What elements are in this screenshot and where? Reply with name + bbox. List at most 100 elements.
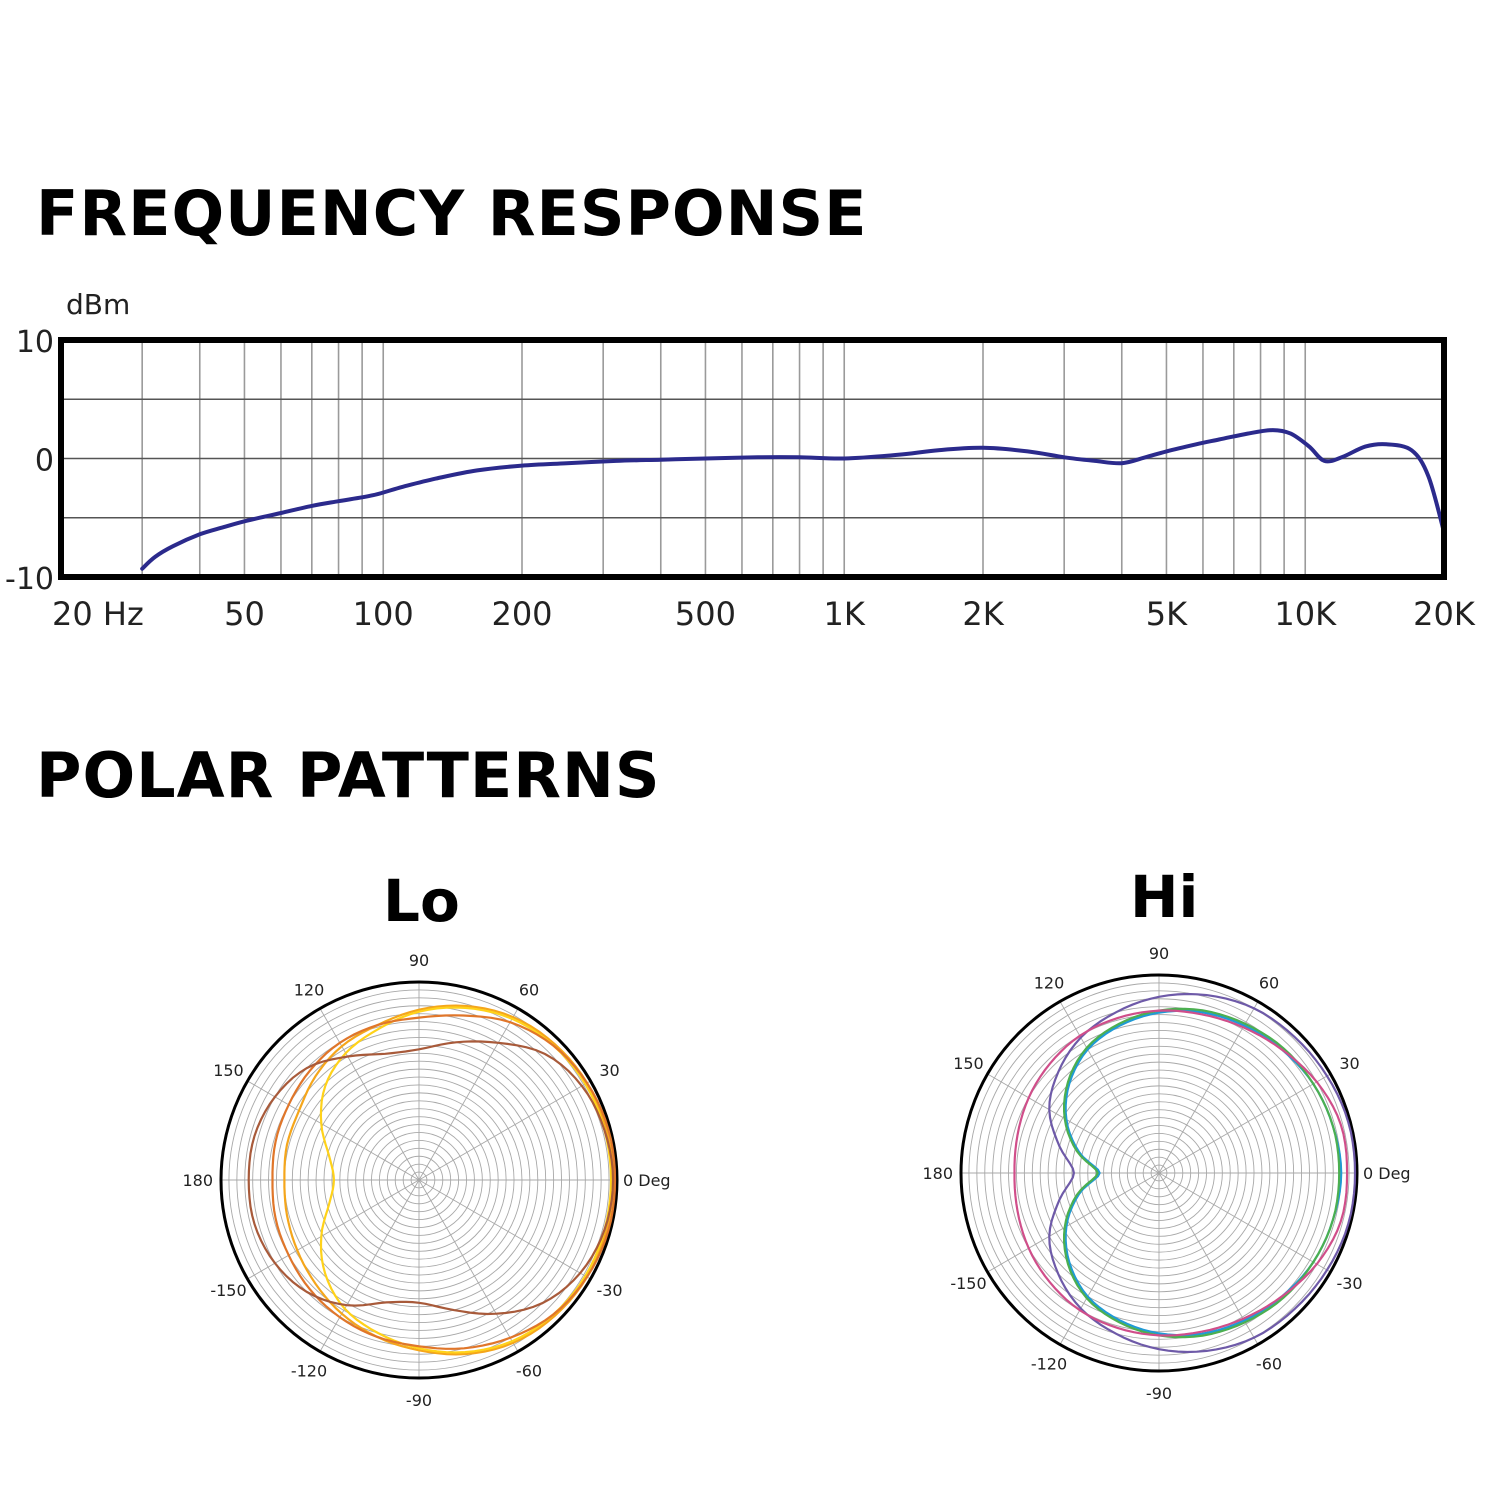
hi-polar-ring	[1142, 1156, 1176, 1190]
hi-polar-spoke	[987, 1172, 1160, 1273]
hi-polar-angle-label: -60	[1256, 1355, 1282, 1374]
lo-polar-ring	[386, 1147, 452, 1213]
hi-polar-ring	[1055, 1069, 1263, 1277]
frequency-response-line	[140, 428, 1446, 571]
lo-polar-ring	[252, 1013, 586, 1347]
hi-polar-angle-label: -150	[950, 1274, 986, 1293]
lo-polar-ring	[339, 1100, 499, 1260]
frequency-x-tick-label: 100	[353, 595, 414, 633]
lo-polar-pattern-line	[247, 1040, 615, 1316]
lo-polar-pattern-line	[319, 1006, 613, 1354]
hi-polar-spoke	[1158, 1172, 1331, 1273]
hi-polar-ring	[1118, 1132, 1200, 1214]
hi-polar-angle-label: 180	[922, 1164, 953, 1183]
lo-polar-outer-ring	[219, 980, 619, 1380]
lo-polar-ring	[402, 1163, 436, 1197]
hi-polar-ring	[1103, 1117, 1215, 1229]
lo-polar-title: Lo	[383, 867, 460, 935]
frequency-x-tick-label: 20 Hz	[52, 595, 144, 633]
lo-polar-angle-label: 0 Deg	[623, 1171, 671, 1190]
lo-polar-angle-label: 90	[409, 951, 429, 970]
lo-polar-ring	[291, 1052, 547, 1308]
lo-polar-angle-label: -60	[516, 1362, 542, 1381]
hi-polar-spoke	[1158, 1172, 1259, 1345]
hi-polar-ring	[1023, 1037, 1295, 1309]
hi-polar-spoke	[1059, 1172, 1160, 1345]
lo-polar-ring	[410, 1171, 428, 1189]
hi-polar-spoke	[987, 1073, 1160, 1174]
hi-polar-angle-label: -120	[1031, 1355, 1067, 1374]
hi-polar-ring	[992, 1006, 1326, 1340]
frequency-y-tick-label: -10	[5, 562, 54, 597]
hi-polar-spoke	[1158, 1001, 1259, 1174]
lo-polar-ring	[275, 1036, 563, 1324]
lo-polar-angle-label: -90	[406, 1391, 432, 1410]
lo-polar-ring	[363, 1124, 475, 1236]
lo-polar-ring	[283, 1044, 555, 1316]
lo-polar-spoke	[247, 1080, 420, 1181]
hi-polar-ring	[1126, 1140, 1192, 1206]
hi-polar-angle-label: 60	[1259, 973, 1279, 992]
hi-polar-title: Hi	[1130, 863, 1199, 931]
lo-polar-spoke	[319, 1008, 420, 1181]
hi-polar-angle-label: -90	[1146, 1384, 1172, 1403]
hi-polar-angle-label: 0 Deg	[1363, 1164, 1411, 1183]
lo-polar-ring	[347, 1108, 491, 1252]
hi-polar-ring	[1111, 1125, 1207, 1221]
hi-polar-ring	[984, 998, 1334, 1348]
hi-polar-angle-label: 120	[1034, 973, 1065, 992]
lo-polar-spoke	[418, 1179, 591, 1280]
lo-polar-ring	[228, 989, 610, 1371]
hi-polar-ring	[1079, 1093, 1239, 1253]
hi-polar-pattern-line	[1063, 1007, 1341, 1339]
hi-polar-pattern-line	[1048, 992, 1357, 1354]
lo-polar-ring	[244, 1005, 594, 1355]
lo-polar-ring	[260, 1021, 578, 1339]
hi-polar-ring	[1150, 1164, 1168, 1182]
hi-polar-ring	[976, 990, 1342, 1356]
lo-polar-angle-label: 180	[182, 1171, 213, 1190]
lo-polar-spoke	[418, 1080, 591, 1181]
hi-polar-ring	[1031, 1045, 1287, 1301]
frequency-y-tick-label: 10	[16, 325, 54, 360]
hi-polar-ring	[1000, 1014, 1318, 1332]
lo-polar-spoke	[247, 1179, 420, 1280]
lo-polar-ring	[323, 1084, 515, 1276]
frequency-x-tick-label: 2K	[962, 595, 1004, 633]
lo-polar-spoke	[418, 1008, 519, 1181]
hi-polar-angle-label: 30	[1339, 1054, 1359, 1073]
lo-polar-pattern-line	[271, 1014, 617, 1350]
frequency-x-tick-label: 1K	[824, 595, 866, 633]
lo-polar-angle-label: 30	[599, 1061, 619, 1080]
lo-polar-pattern-line	[283, 1004, 615, 1356]
hi-polar-ring	[1047, 1061, 1271, 1285]
frequency-x-tick-label: 10K	[1274, 595, 1337, 633]
hi-polar-ring	[960, 974, 1358, 1372]
lo-polar-angle-label: -30	[596, 1281, 622, 1300]
hi-polar-angle-label: 150	[953, 1054, 984, 1073]
hi-polar-outer-ring	[959, 973, 1359, 1373]
lo-polar-ring	[371, 1132, 467, 1228]
hi-polar-ring	[1008, 1022, 1310, 1324]
polar-patterns-heading: POLAR PATTERNS	[36, 739, 661, 812]
frequency-x-tick-label: 50	[224, 595, 265, 633]
frequency-y-axis-label: dBm	[66, 288, 130, 321]
hi-polar-ring	[1134, 1148, 1184, 1198]
lo-polar-angle-label: 120	[294, 980, 325, 999]
lo-polar-spoke	[319, 1179, 420, 1352]
hi-polar-pattern-line	[1013, 1009, 1349, 1337]
lo-polar-ring	[307, 1068, 531, 1292]
lo-polar-ring	[315, 1076, 523, 1284]
lo-polar-ring	[299, 1060, 539, 1300]
lo-polar-angle-label: 60	[519, 980, 539, 999]
hi-polar-angle-label: 90	[1149, 944, 1169, 963]
lo-polar-ring	[378, 1139, 460, 1221]
frequency-x-tick-label: 200	[491, 595, 552, 633]
lo-polar-ring	[268, 1029, 570, 1331]
lo-polar-spoke	[418, 1179, 519, 1352]
frequency-response-heading: FREQUENCY RESPONSE	[36, 177, 868, 250]
lo-polar-angle-label: -120	[291, 1362, 327, 1381]
hi-polar-ring	[1039, 1053, 1279, 1293]
hi-polar-ring	[1071, 1085, 1247, 1261]
